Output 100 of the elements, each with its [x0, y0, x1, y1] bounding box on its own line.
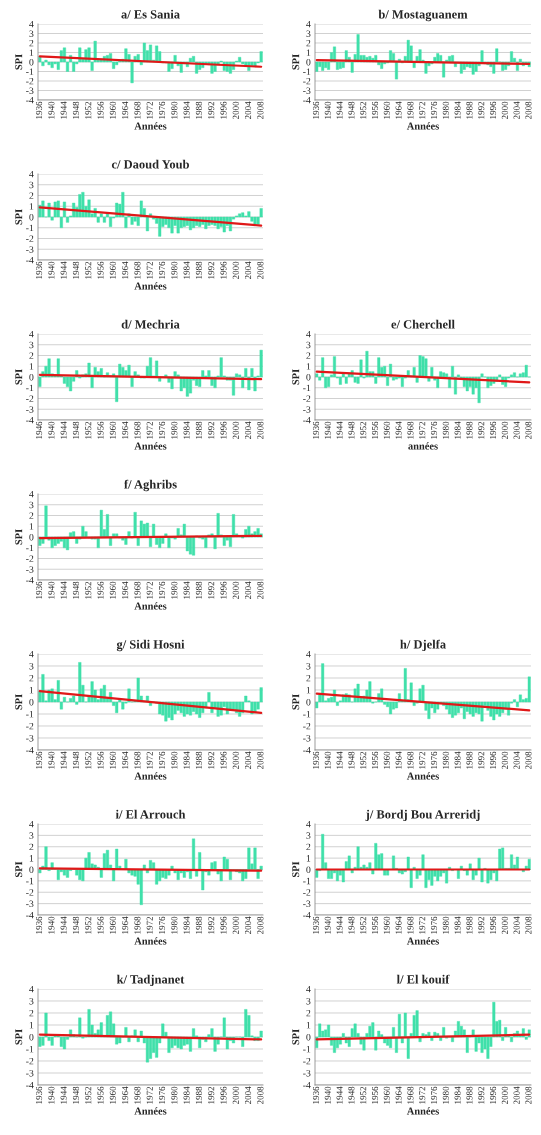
y-tick-label: -3 [26, 566, 34, 573]
x-tick-label: 1988 [195, 1086, 202, 1104]
x-tick-label: 1988 [466, 1086, 473, 1104]
y-tick-label: 4 [306, 820, 311, 828]
x-tick-label: 1968 [407, 751, 414, 769]
x-tick-label: 1996 [220, 421, 227, 439]
x-tick-label: 1956 [97, 916, 104, 934]
x-tick-label: 1968 [407, 421, 414, 439]
x-tick-label: 1972 [419, 916, 426, 934]
x-tick-label: 1956 [371, 101, 379, 119]
x-tick-label: 1952 [85, 421, 92, 439]
y-tick-label: -1 [26, 384, 34, 392]
y-tick-label: 4 [29, 490, 34, 498]
y-tick-label: 0 [29, 533, 34, 541]
y-tick-label: -2 [26, 555, 34, 562]
y-tick-label: -2 [303, 889, 311, 896]
y-axis-title: SPI [292, 1029, 300, 1045]
y-tick-label: 2 [29, 1009, 34, 1017]
x-tick-label: 1984 [183, 421, 190, 439]
y-tick-label: 2 [306, 843, 311, 851]
x-tick-label: 1968 [134, 1086, 141, 1104]
y-tick-label: -2 [303, 77, 311, 85]
x-tick-label: 1984 [183, 751, 190, 769]
x-tick-label: 1948 [72, 581, 79, 599]
x-tick-label: 1952 [360, 1086, 367, 1104]
y-tick-label: 1 [306, 1021, 311, 1029]
x-tick-label: 2004 [245, 751, 252, 770]
x-tick-label: 1964 [395, 421, 402, 439]
x-tick-label: 1964 [122, 916, 129, 934]
x-tick-label: 1980 [442, 421, 449, 439]
x-tick-label: 1936 [36, 581, 43, 599]
x-tick-label: 1936 [36, 1086, 43, 1104]
y-tick-label: -1 [303, 384, 311, 392]
x-tick-label: 1956 [371, 1086, 379, 1104]
y-tick-label: -4 [303, 911, 311, 919]
x-tick-label: 2004 [245, 421, 252, 440]
x-tick-label: 1980 [442, 101, 449, 119]
y-tick-label: 3 [306, 832, 311, 839]
x-tick-label: 1996 [490, 1086, 497, 1104]
x-axis-title: Années [406, 1107, 439, 1115]
x-tick-label: 1952 [85, 261, 92, 279]
x-tick-label: 2004 [513, 916, 520, 935]
x-tick-label: 1940 [48, 261, 55, 279]
x-tick-label: 1956 [97, 581, 104, 599]
x-tick-label: 1946 [36, 421, 43, 439]
x-tick-label: 1944 [60, 261, 67, 279]
y-tick-label: 1 [29, 855, 34, 862]
y-tick-label: -4 [26, 1081, 34, 1089]
y-tick-label: -2 [26, 1057, 34, 1065]
y-axis-title: SPI [15, 529, 23, 545]
x-tick-label: 1952 [360, 751, 367, 769]
x-tick-label: 1972 [146, 421, 153, 439]
y-axis-title: SPI [15, 209, 23, 225]
x-tick-label: 2000 [501, 421, 508, 440]
y-tick-label: -2 [26, 395, 34, 402]
x-tick-label: 1944 [60, 421, 67, 439]
x-tick-label: 1976 [431, 916, 438, 934]
y-tick-label: -4 [303, 96, 311, 104]
x-tick-label: 2000 [232, 751, 239, 770]
x-tick-label: 1964 [122, 261, 129, 279]
x-tick-label: 2000 [232, 101, 239, 120]
y-axis-title: SPI [15, 1029, 23, 1045]
x-tick-label: 1996 [220, 1086, 227, 1104]
y-tick-label: -2 [26, 722, 34, 730]
x-tick-label: 1980 [171, 101, 178, 119]
x-tick-label: 1960 [383, 101, 390, 119]
y-tick-label: 0 [306, 58, 311, 66]
x-tick-label: 1968 [134, 421, 141, 439]
x-tick-label: 1936 [312, 916, 320, 934]
x-axis-title: Années [134, 1107, 167, 1115]
x-tick-label: 1944 [60, 581, 67, 599]
chart-title: c/ Daoud Youb [111, 159, 190, 169]
x-tick-label: 1960 [383, 421, 390, 439]
x-tick-label: 1996 [490, 751, 497, 769]
x-tick-label: 1972 [419, 101, 426, 119]
x-tick-label: 1968 [134, 581, 141, 599]
y-tick-label: 3 [29, 181, 34, 189]
x-tick-label: 1936 [36, 751, 43, 769]
x-tick-label: 1952 [360, 421, 367, 439]
x-tick-label: 1960 [109, 916, 116, 934]
y-tick-label: -4 [303, 416, 311, 424]
y-tick-label: 3 [29, 997, 34, 1005]
x-tick-label: 1944 [60, 101, 67, 119]
x-tick-label: 1984 [183, 581, 190, 599]
x-tick-label: 1956 [371, 421, 379, 439]
x-tick-label: 1968 [407, 916, 414, 934]
x-tick-label: 1960 [109, 1086, 116, 1104]
y-tick-label: -3 [303, 900, 311, 908]
x-tick-label: 1952 [360, 101, 367, 119]
y-tick-label: 0 [29, 213, 34, 221]
x-tick-label: 1940 [324, 101, 331, 119]
x-tick-label: 1952 [85, 1086, 92, 1104]
y-tick-label: -1 [303, 68, 311, 75]
y-tick-label: -4 [26, 746, 34, 754]
x-tick-label: 2008 [257, 751, 264, 770]
x-tick-label: 1976 [158, 421, 166, 439]
x-tick-label: 1948 [72, 101, 79, 119]
x-tick-label: 1956 [97, 261, 104, 279]
x-tick-label: 1992 [208, 1086, 215, 1104]
y-tick-label: -1 [303, 877, 311, 885]
